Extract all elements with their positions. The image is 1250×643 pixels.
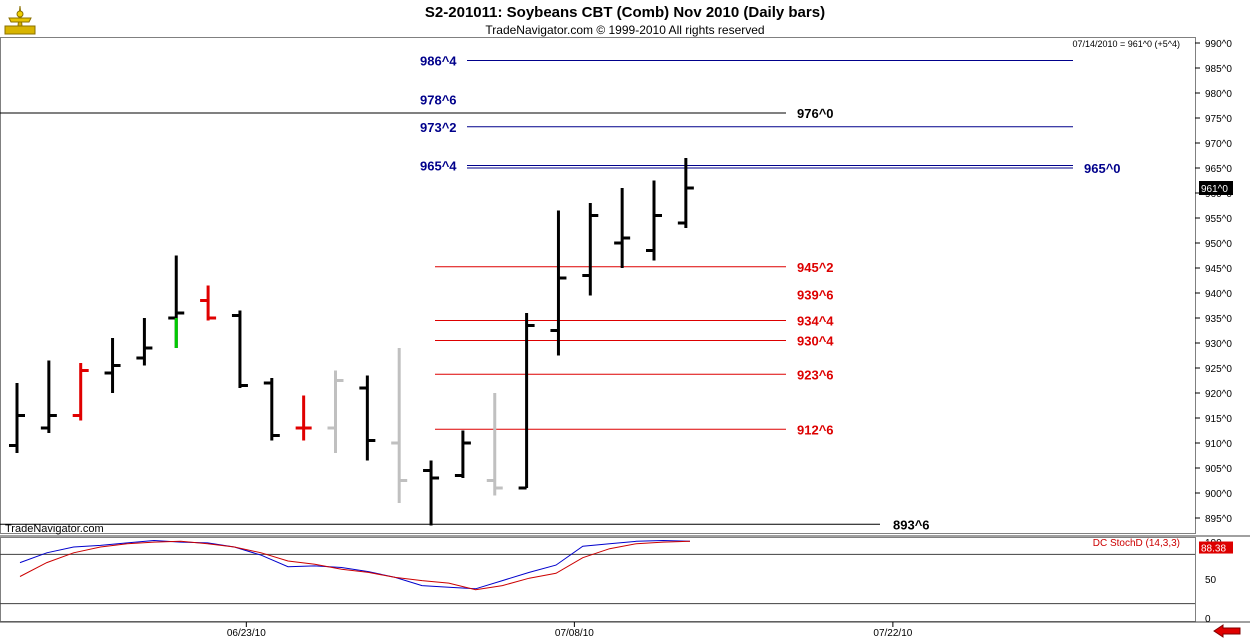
stochastic-k-line (19, 539, 691, 590)
indicator-axis-label: 50 (1205, 575, 1217, 586)
brand-watermark: TradeNavigator.com (5, 523, 104, 535)
price-level-label: 923^6 (797, 367, 834, 382)
stochastic-indicator-label: DC StochD (14,3,3) (1092, 538, 1180, 549)
price-level-label: 965^4 (420, 159, 457, 174)
y-axis-tick-label: 925^0 (1205, 364, 1232, 375)
y-axis-tick-label: 905^0 (1205, 464, 1232, 475)
indicator-last-value-label: 88.38 (1201, 544, 1226, 555)
y-axis-tick-label: 895^0 (1205, 514, 1232, 525)
price-level-label: 976^0 (797, 106, 834, 121)
y-axis-tick-label: 900^0 (1205, 489, 1232, 500)
indicator-axis-label: 0 (1205, 614, 1211, 625)
y-axis-tick-label: 965^0 (1205, 164, 1232, 175)
chart-title: S2-201011: Soybeans CBT (Comb) Nov 2010 … (424, 4, 826, 21)
price-level-label: 978^6 (420, 92, 457, 107)
price-level-label: 965^0 (1084, 161, 1121, 176)
price-level-label: 912^6 (797, 422, 834, 437)
y-axis-tick-label: 970^0 (1205, 139, 1232, 150)
price-level-label: 939^6 (797, 287, 834, 302)
indicator-plot-frame (0, 537, 1196, 622)
y-axis-tick-label: 930^0 (1205, 339, 1232, 350)
price-level-label: 986^4 (420, 54, 457, 69)
last-price-label: 961^0 (1201, 184, 1228, 195)
scroll-left-arrow-icon[interactable] (1212, 624, 1242, 638)
x-axis-tick-label: 07/08/10 (555, 628, 594, 639)
y-axis-tick-label: 950^0 (1205, 239, 1232, 250)
y-axis-tick-label: 985^0 (1205, 64, 1232, 75)
price-level-label: 934^4 (797, 314, 834, 329)
y-axis-tick-label: 940^0 (1205, 289, 1232, 300)
y-axis-tick-label: 975^0 (1205, 114, 1232, 125)
bar-info-text: 07/14/2010 = 961^0 (+5^4) (1072, 39, 1180, 49)
price-level-label: 893^6 (893, 517, 930, 532)
y-axis-tick-label: 955^0 (1205, 214, 1232, 225)
x-axis-tick-label: 07/22/10 (873, 628, 912, 639)
copyright-text: TradeNavigator.com © 1999-2010 All right… (485, 23, 765, 37)
y-axis-tick-label: 915^0 (1205, 414, 1232, 425)
y-axis-tick-label: 990^0 (1205, 39, 1232, 50)
y-axis-tick-label: 945^0 (1205, 264, 1232, 275)
tradenavigator-logo-icon (4, 5, 36, 35)
price-level-label: 930^4 (797, 334, 834, 349)
indicator-last-value-marker (1199, 541, 1233, 554)
y-axis-tick-label: 910^0 (1205, 439, 1232, 450)
x-axis-tick-label: 06/23/10 (227, 628, 266, 639)
price-level-label: 945^2 (797, 260, 834, 275)
y-axis-tick-label: 920^0 (1205, 389, 1232, 400)
main-plot-frame (0, 37, 1196, 534)
price-level-label: 973^2 (420, 120, 457, 135)
y-axis-tick-label: 980^0 (1205, 89, 1232, 100)
y-axis-tick-label: 935^0 (1205, 314, 1232, 325)
stochastic-d-line (19, 540, 691, 591)
last-price-marker (1199, 181, 1233, 195)
